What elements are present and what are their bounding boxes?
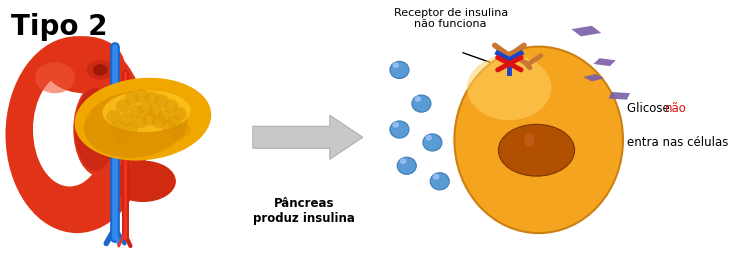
Polygon shape — [608, 92, 630, 100]
Ellipse shape — [134, 89, 148, 103]
Polygon shape — [572, 26, 602, 36]
Ellipse shape — [172, 107, 187, 121]
Polygon shape — [584, 74, 604, 81]
Ellipse shape — [93, 64, 108, 76]
Ellipse shape — [154, 94, 169, 108]
Ellipse shape — [110, 161, 176, 202]
Ellipse shape — [392, 122, 399, 128]
Ellipse shape — [148, 105, 163, 118]
Ellipse shape — [74, 83, 124, 176]
Text: Pâncreas
produz insulina: Pâncreas produz insulina — [254, 197, 355, 225]
Ellipse shape — [33, 73, 106, 186]
Ellipse shape — [119, 112, 134, 126]
Ellipse shape — [167, 115, 182, 128]
Ellipse shape — [106, 110, 121, 123]
Polygon shape — [593, 58, 616, 66]
Ellipse shape — [123, 123, 138, 136]
Ellipse shape — [392, 62, 399, 68]
Ellipse shape — [412, 95, 431, 112]
Ellipse shape — [499, 124, 574, 176]
Ellipse shape — [139, 102, 153, 116]
Ellipse shape — [116, 99, 130, 113]
Ellipse shape — [142, 112, 157, 126]
Ellipse shape — [390, 61, 409, 78]
Text: não: não — [664, 102, 686, 115]
Ellipse shape — [74, 78, 211, 161]
Polygon shape — [253, 115, 363, 159]
Ellipse shape — [400, 158, 406, 164]
Ellipse shape — [430, 173, 449, 190]
Ellipse shape — [145, 92, 159, 105]
Ellipse shape — [103, 91, 190, 132]
Ellipse shape — [524, 133, 534, 147]
Text: entra nas células: entra nas células — [627, 136, 728, 149]
Ellipse shape — [423, 134, 442, 151]
Ellipse shape — [124, 92, 140, 105]
Ellipse shape — [158, 110, 172, 123]
Ellipse shape — [113, 131, 128, 144]
Ellipse shape — [164, 99, 178, 113]
Ellipse shape — [176, 123, 190, 136]
Text: Receptor de insulina
não funciona: Receptor de insulina não funciona — [394, 8, 508, 29]
Text: Tipo 2: Tipo 2 — [11, 13, 107, 41]
Ellipse shape — [170, 128, 184, 141]
Ellipse shape — [129, 105, 144, 118]
Ellipse shape — [44, 36, 125, 93]
Ellipse shape — [133, 115, 147, 128]
Ellipse shape — [425, 135, 432, 141]
Ellipse shape — [5, 36, 148, 233]
Ellipse shape — [110, 120, 125, 134]
Ellipse shape — [415, 96, 421, 102]
Ellipse shape — [467, 55, 551, 120]
Ellipse shape — [75, 88, 116, 171]
Ellipse shape — [152, 115, 166, 128]
Ellipse shape — [161, 120, 176, 134]
Ellipse shape — [433, 174, 439, 179]
Ellipse shape — [84, 91, 188, 158]
Ellipse shape — [454, 47, 623, 233]
Ellipse shape — [398, 157, 416, 174]
Text: Glicose: Glicose — [627, 102, 674, 115]
Ellipse shape — [34, 62, 75, 93]
Ellipse shape — [86, 60, 114, 80]
Ellipse shape — [390, 121, 409, 138]
